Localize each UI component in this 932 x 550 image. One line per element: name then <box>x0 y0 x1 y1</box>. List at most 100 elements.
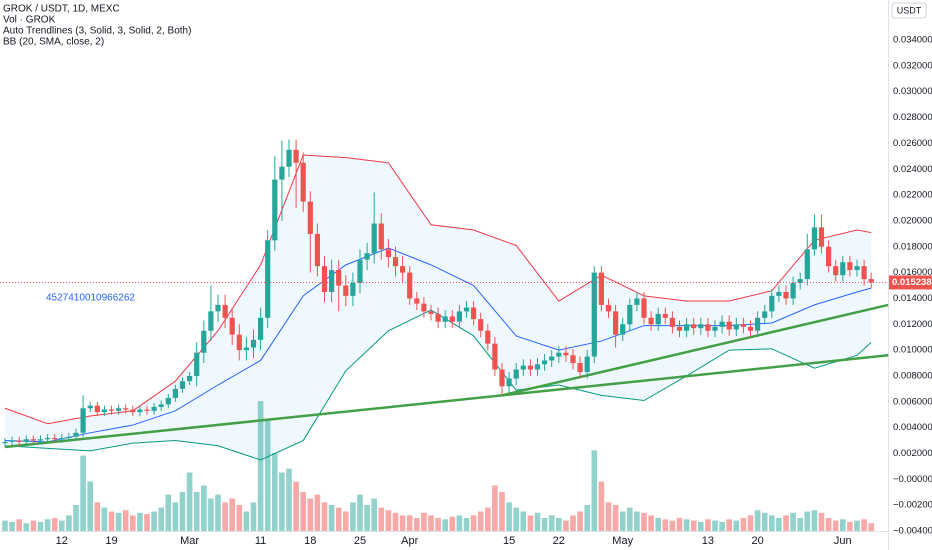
volume-bar <box>634 511 640 531</box>
candle-body <box>272 179 278 241</box>
volume-bar <box>130 515 136 531</box>
volume-bar <box>428 515 434 531</box>
x-tick-label: 12 <box>56 535 68 547</box>
candle-body <box>116 408 122 411</box>
y-tick-label: 0.010000 <box>893 345 932 356</box>
volume-bar <box>832 520 839 531</box>
volume-bar <box>73 505 79 531</box>
candle-body <box>336 270 342 286</box>
y-tick-label: 0.034000 <box>893 35 932 46</box>
volume-bar <box>719 521 725 531</box>
trendline <box>4 354 889 449</box>
volume-bar <box>399 515 406 531</box>
volume-bar <box>577 511 583 531</box>
candle-body <box>314 233 320 267</box>
candle-body <box>769 295 775 312</box>
volume-bar <box>769 515 775 531</box>
x-tick-label: 19 <box>105 535 117 547</box>
volume-bar <box>740 518 747 531</box>
candle-body <box>485 330 491 344</box>
candle-body <box>137 409 143 413</box>
candle-body <box>300 162 306 202</box>
volume-bar <box>243 511 250 531</box>
plot-area <box>0 139 889 531</box>
volume-bar <box>314 494 321 531</box>
volume-bar <box>37 521 44 531</box>
last-price-label: 0.015238 <box>892 277 932 288</box>
volume-bar <box>584 505 590 531</box>
volume-bar <box>108 511 115 531</box>
volume-bar <box>698 521 704 531</box>
volume-bar <box>179 492 186 531</box>
volume-bar <box>371 498 377 531</box>
candle-body <box>123 408 129 410</box>
volume-bar <box>279 472 285 531</box>
volume-bar <box>527 515 534 531</box>
candle-body <box>527 365 533 370</box>
currency-box[interactable] <box>891 2 927 19</box>
candle-body <box>641 298 647 318</box>
volume-bar <box>712 520 718 531</box>
volume-bar <box>335 507 342 531</box>
volume-bar <box>250 502 257 531</box>
x-tick-label: 20 <box>751 535 763 547</box>
volume-bar <box>80 455 86 531</box>
volume-bar <box>222 502 228 531</box>
trendline <box>501 303 889 397</box>
volume-bar <box>868 523 874 531</box>
volume-bar <box>215 494 221 531</box>
candle-body <box>755 317 761 331</box>
volume-bar <box>605 502 612 531</box>
candle-body <box>570 355 576 364</box>
x-tick-label: Mar <box>180 535 199 547</box>
candle-body <box>435 313 441 322</box>
volume-bar <box>477 511 484 531</box>
candle-body <box>73 432 79 437</box>
volume-bar <box>641 512 647 531</box>
candle-body <box>471 307 477 320</box>
candle-body <box>449 316 455 322</box>
volume-bar <box>435 518 441 531</box>
volume-bar <box>790 512 796 531</box>
volume-bar <box>456 515 463 531</box>
candle-body <box>613 311 619 335</box>
candle-body <box>364 253 370 260</box>
volume-bar <box>392 512 399 531</box>
volume-bar <box>705 519 711 531</box>
currency-label: USDT <box>897 5 922 15</box>
candle-body <box>705 324 711 331</box>
candle-body <box>378 223 384 250</box>
x-tick-label: Apr <box>401 535 418 547</box>
y-tick-label: 0.004000 <box>893 422 932 433</box>
volume-bar <box>825 518 832 531</box>
y-tick-label: 0.028000 <box>893 112 932 123</box>
candle-body <box>811 227 817 250</box>
volume-bar <box>669 520 676 531</box>
volume-bar <box>811 510 818 531</box>
candle-body <box>2 441 8 444</box>
candle-body <box>428 311 434 314</box>
volume-bar <box>144 514 150 531</box>
candle-body <box>371 223 377 254</box>
x-tick-label: Jun <box>834 535 852 547</box>
candle-body <box>463 307 470 312</box>
volume-bar <box>66 515 72 531</box>
volume-bar <box>101 507 108 531</box>
volume-bar <box>94 502 101 531</box>
volume-bar <box>9 521 15 531</box>
candle-body <box>158 404 164 407</box>
volume-bar <box>761 512 768 531</box>
candle-body <box>385 249 391 258</box>
candle-body <box>59 437 65 440</box>
candle-body <box>442 316 448 322</box>
candle-body <box>726 321 732 330</box>
candle-body <box>776 291 782 296</box>
candle-body <box>790 282 796 299</box>
x-tick-label: May <box>612 535 633 547</box>
volume-bar <box>137 512 143 531</box>
candle-body <box>215 304 221 312</box>
volume-bar <box>847 521 853 531</box>
candle-body <box>329 270 335 292</box>
